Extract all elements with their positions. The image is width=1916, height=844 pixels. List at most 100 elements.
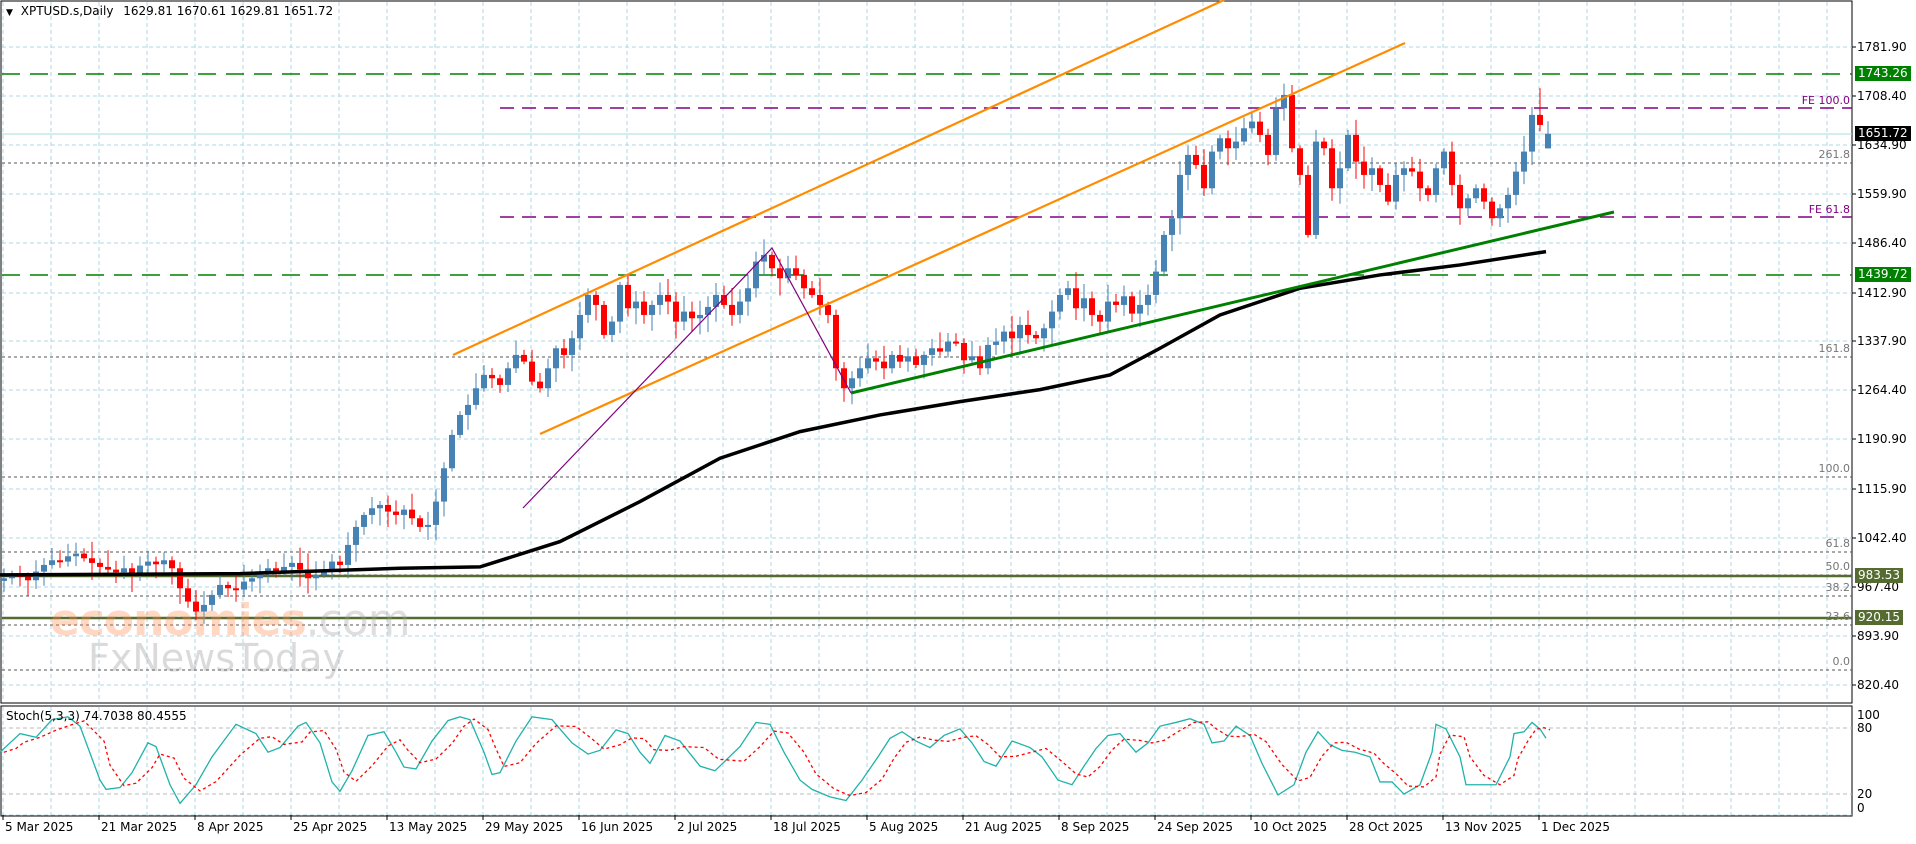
bear-candle (817, 294, 823, 305)
bull-candle (329, 561, 335, 572)
bear-candle (833, 314, 839, 369)
bull-candle (1137, 304, 1143, 314)
bull-candle (465, 404, 471, 415)
bull-candle (737, 301, 743, 315)
bull-candle (377, 504, 383, 509)
bull-candle (849, 378, 855, 389)
ohlc-values: 1629.81 1670.61 1629.81 1651.72 (123, 4, 334, 18)
bull-candle (361, 514, 367, 527)
price-tick-label: 1559.90 (1857, 187, 1907, 201)
fib-level-label: 50.0 (1825, 560, 1851, 573)
stoch-level-label: 80 (1857, 721, 1873, 735)
bear-candle (297, 562, 303, 570)
bear-candle (641, 301, 647, 315)
bull-candle (1065, 288, 1071, 295)
bull-candle (249, 578, 255, 582)
bear-candle (809, 288, 815, 295)
date-tick-label: 5 Aug 2025 (869, 820, 939, 834)
date-tick-label: 10 Oct 2025 (1253, 820, 1328, 834)
price-tick-label: 967.40 (1857, 580, 1899, 594)
date-tick-label: 13 Nov 2025 (1445, 820, 1522, 834)
bear-candle (393, 511, 399, 515)
fib-level-label: 38.2 (1825, 581, 1851, 594)
bear-candle (1257, 121, 1263, 135)
bull-candle (1545, 133, 1551, 149)
bear-candle (1353, 134, 1359, 162)
bull-candle (345, 544, 351, 565)
bear-candle (1449, 151, 1455, 185)
bear-candle (1025, 324, 1031, 335)
bear-candle (1361, 161, 1367, 175)
price-tick-label: 820.40 (1857, 678, 1899, 692)
triangle-down-icon[interactable]: ▼ (6, 8, 13, 18)
bull-candle (473, 388, 479, 405)
fib-level-label: 0.0 (1832, 655, 1851, 668)
bear-candle (105, 566, 111, 570)
bear-candle (1297, 148, 1303, 175)
bear-candle (953, 341, 959, 344)
bull-candle (1273, 108, 1279, 155)
bear-candle (1385, 184, 1391, 202)
bull-candle (369, 508, 375, 515)
price-tick-label: 1337.90 (1857, 334, 1907, 348)
price-tag: 1651.72 (1855, 126, 1911, 141)
price-tick-label: 1486.40 (1857, 236, 1907, 250)
bull-candle (505, 368, 511, 385)
bull-candle (705, 306, 711, 315)
bear-candle (129, 568, 135, 575)
chart-title: ▼ XPTUSD.s,Daily 1629.81 1670.61 1629.81… (6, 4, 333, 18)
bear-candle (1073, 288, 1079, 309)
date-tick-label: 13 May 2025 (389, 820, 468, 834)
bull-candle (137, 565, 143, 575)
bear-candle (673, 301, 679, 322)
price-tick-label: 1412.90 (1857, 286, 1907, 300)
stoch-signal-line (3, 718, 1551, 797)
date-tick-label: 29 May 2025 (485, 820, 564, 834)
bull-candle (257, 573, 263, 579)
stochastic-label: Stoch(5,3,3) 74.7038 80.4555 (6, 709, 187, 723)
bull-candle (433, 501, 439, 525)
bear-candle (1481, 188, 1487, 202)
bull-candle (1057, 294, 1063, 312)
bull-candle (1, 578, 7, 581)
bull-candle (1001, 331, 1007, 342)
date-tick-label: 8 Sep 2025 (1061, 820, 1130, 834)
bull-candle (201, 604, 207, 612)
bull-candle (921, 354, 927, 365)
bear-candle (1265, 134, 1271, 155)
bull-candle (1497, 208, 1503, 219)
bull-candle (425, 524, 431, 527)
bull-candle (1177, 174, 1183, 219)
date-tick-label: 21 Aug 2025 (965, 820, 1042, 834)
bear-candle (1329, 148, 1335, 189)
main-panel-frame (0, 0, 1853, 704)
stoch-level-label: 0 (1857, 801, 1865, 815)
bull-candle (1185, 154, 1191, 175)
bull-candle (1121, 296, 1127, 305)
bull-candle (513, 354, 519, 369)
bear-candle (185, 588, 191, 602)
bull-candle (281, 566, 287, 572)
bear-candle (1193, 154, 1199, 165)
bull-candle (1081, 298, 1087, 309)
bull-candle (857, 368, 863, 379)
bear-candle (1097, 314, 1103, 322)
bull-candle (577, 314, 583, 339)
channel-upper-line (452, 0, 1225, 356)
bear-candle (225, 584, 231, 589)
bull-candle (745, 288, 751, 302)
bear-candle (489, 374, 495, 379)
bear-candle (1225, 138, 1231, 149)
bull-candle (457, 414, 463, 435)
bull-candle (449, 434, 455, 469)
bear-candle (665, 294, 671, 302)
bear-candle (625, 284, 631, 309)
bull-candle (1521, 151, 1527, 172)
price-tick-label: 1264.40 (1857, 383, 1907, 397)
bull-candle (1393, 174, 1399, 202)
bear-candle (873, 358, 879, 362)
bull-candle (889, 354, 895, 369)
bear-candle (897, 354, 903, 362)
